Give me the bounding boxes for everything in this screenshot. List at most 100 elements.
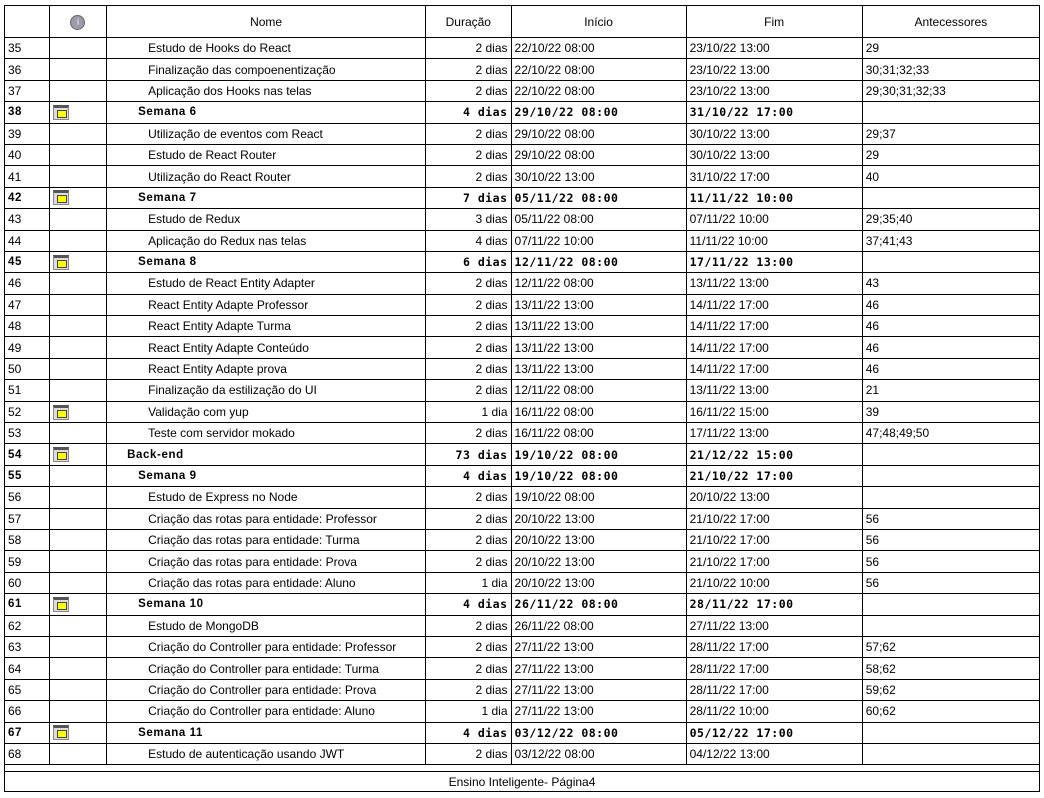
table-row[interactable]: 59 Criação das rotas para entidade: Prova… <box>4 550 1041 573</box>
table-row[interactable]: 48 React Entity Adapte Turma 2 dias 13/11/2… <box>4 315 1041 338</box>
table-row[interactable]: 51 Finalização da estilização do UI 2 dias… <box>4 379 1041 402</box>
header-start[interactable]: Início <box>510 5 687 38</box>
table-row[interactable]: 35 Estudo de Hooks do React 2 dias 22/10/22… <box>4 36 1041 60</box>
row-indicator[interactable] <box>48 721 108 744</box>
task-name[interactable]: Validação com yup <box>106 400 427 424</box>
task-end[interactable]: 23/10/22 13:00 <box>685 36 863 60</box>
table-row[interactable]: 37 Aplicação dos Hooks nas telas 2 dias 22/… <box>4 79 1041 103</box>
task-predecessors[interactable]: 29;30;31;32;33 <box>861 79 1041 103</box>
task-duration[interactable]: 4 dias <box>425 464 512 488</box>
task-duration[interactable]: 2 dias <box>425 550 512 573</box>
task-predecessors[interactable] <box>861 614 1041 637</box>
task-name[interactable]: Finalização da estilização do UI <box>106 379 427 402</box>
task-end[interactable]: 14/11/22 17:00 <box>685 357 863 381</box>
row-indicator[interactable] <box>48 742 108 766</box>
table-row[interactable]: 54 Back-end 73 dias 19/10/22 08:00 21/12/22 … <box>4 443 1041 466</box>
task-end[interactable]: 23/10/22 13:00 <box>685 58 863 81</box>
task-name[interactable]: Semana 6 <box>106 101 427 124</box>
row-id[interactable]: 64 <box>4 657 50 680</box>
task-start[interactable]: 20/10/22 13:00 <box>510 507 687 530</box>
table-row[interactable]: 61 Semana 10 4 dias 26/11/22 08:00 28/11/22 … <box>4 593 1041 616</box>
row-indicator[interactable] <box>48 208 108 231</box>
task-duration[interactable]: 4 dias <box>425 593 512 616</box>
table-row[interactable]: 50 React Entity Adapte prova 2 dias 13/11/2… <box>4 357 1041 381</box>
task-duration[interactable]: 1 dia <box>425 400 512 424</box>
table-row[interactable]: 60 Criação das rotas para entidade: Aluno… <box>4 571 1041 595</box>
row-id[interactable]: 68 <box>4 742 50 766</box>
row-indicator[interactable] <box>48 165 108 188</box>
task-duration[interactable]: 2 dias <box>425 336 512 359</box>
task-name[interactable]: Semana 8 <box>106 250 427 274</box>
task-name[interactable]: Criação das rotas para entidade: Turma <box>106 528 427 552</box>
task-name[interactable]: Semana 9 <box>106 464 427 488</box>
row-indicator[interactable] <box>48 272 108 295</box>
task-duration[interactable]: 2 dias <box>425 36 512 60</box>
task-duration[interactable]: 2 dias <box>425 315 512 338</box>
table-row[interactable]: 62 Estudo de MongoDB 2 dias 26/11/22 08:00 2… <box>4 614 1041 637</box>
task-duration[interactable]: 2 dias <box>425 379 512 402</box>
task-end[interactable]: 14/11/22 17:00 <box>685 336 863 359</box>
task-duration[interactable]: 2 dias <box>425 272 512 295</box>
task-start[interactable]: 29/10/22 08:00 <box>510 143 687 167</box>
task-end[interactable]: 04/12/22 13:00 <box>685 742 863 766</box>
task-start[interactable]: 27/11/22 13:00 <box>510 700 687 723</box>
row-indicator[interactable] <box>48 422 108 445</box>
task-duration[interactable]: 2 dias <box>425 165 512 188</box>
task-name[interactable]: Semana 7 <box>106 186 427 210</box>
task-end[interactable]: 28/11/22 17:00 <box>685 635 863 659</box>
table-row[interactable]: 44 Aplicação do Redux nas telas 4 dias 07/1… <box>4 229 1041 252</box>
task-predecessors[interactable] <box>861 250 1041 274</box>
task-duration[interactable]: 1 dia <box>425 700 512 723</box>
row-id[interactable]: 43 <box>4 208 50 231</box>
task-name[interactable]: Criação das rotas para entidade: Aluno <box>106 571 427 595</box>
row-id[interactable]: 67 <box>4 721 50 744</box>
header-name[interactable]: Nome <box>106 5 427 38</box>
row-indicator[interactable] <box>48 507 108 530</box>
task-duration[interactable]: 2 dias <box>425 293 512 317</box>
task-predecessors[interactable] <box>861 101 1041 124</box>
task-start[interactable]: 19/10/22 08:00 <box>510 464 687 488</box>
row-indicator[interactable] <box>48 593 108 616</box>
task-duration[interactable]: 2 dias <box>425 58 512 81</box>
task-end[interactable]: 30/10/22 13:00 <box>685 122 863 145</box>
task-start[interactable]: 19/10/22 08:00 <box>510 486 687 509</box>
row-indicator[interactable] <box>48 293 108 317</box>
task-duration[interactable]: 2 dias <box>425 507 512 530</box>
table-row[interactable]: 47 React Entity Adapte Professor 2 dias 13/… <box>4 293 1041 317</box>
task-predecessors[interactable]: 56 <box>861 528 1041 552</box>
task-name[interactable]: Estudo de React Router <box>106 143 427 167</box>
task-predecessors[interactable]: 46 <box>861 315 1041 338</box>
task-start[interactable]: 13/11/22 13:00 <box>510 315 687 338</box>
task-start[interactable]: 05/11/22 08:00 <box>510 208 687 231</box>
task-end[interactable]: 20/10/22 13:00 <box>685 486 863 509</box>
task-predecessors[interactable]: 46 <box>861 293 1041 317</box>
table-row[interactable]: 40 Estudo de React Router 2 dias 29/10/22 0… <box>4 143 1041 167</box>
table-row[interactable]: 43 Estudo de Redux 3 dias 05/11/22 08:00 07/… <box>4 208 1041 231</box>
row-indicator[interactable] <box>48 143 108 167</box>
task-start[interactable]: 27/11/22 13:00 <box>510 678 687 702</box>
task-end[interactable]: 21/10/22 17:00 <box>685 550 863 573</box>
task-end[interactable]: 21/10/22 17:00 <box>685 464 863 488</box>
row-indicator[interactable] <box>48 250 108 274</box>
task-name[interactable]: Semana 11 <box>106 721 427 744</box>
task-duration[interactable]: 2 dias <box>425 357 512 381</box>
task-start[interactable]: 29/10/22 08:00 <box>510 122 687 145</box>
task-predecessors[interactable]: 46 <box>861 357 1041 381</box>
table-row[interactable]: 41 Utilização do React Router 2 dias 30/10/… <box>4 165 1041 188</box>
row-id[interactable]: 44 <box>4 229 50 252</box>
task-name[interactable]: React Entity Adapte Conteúdo <box>106 336 427 359</box>
task-start[interactable]: 19/10/22 08:00 <box>510 443 687 466</box>
header-predecessors[interactable]: Antecessores <box>861 5 1041 38</box>
task-start[interactable]: 27/11/22 13:00 <box>510 657 687 680</box>
row-id[interactable]: 55 <box>4 464 50 488</box>
task-start[interactable]: 03/12/22 08:00 <box>510 742 687 766</box>
row-id[interactable]: 42 <box>4 186 50 210</box>
task-start[interactable]: 30/10/22 13:00 <box>510 165 687 188</box>
task-end[interactable]: 31/10/22 17:00 <box>685 101 863 124</box>
task-name[interactable]: Criação do Controller para entidade: Alu… <box>106 700 427 723</box>
row-indicator[interactable] <box>48 486 108 509</box>
row-indicator[interactable] <box>48 379 108 402</box>
task-end[interactable]: 11/11/22 10:00 <box>685 229 863 252</box>
